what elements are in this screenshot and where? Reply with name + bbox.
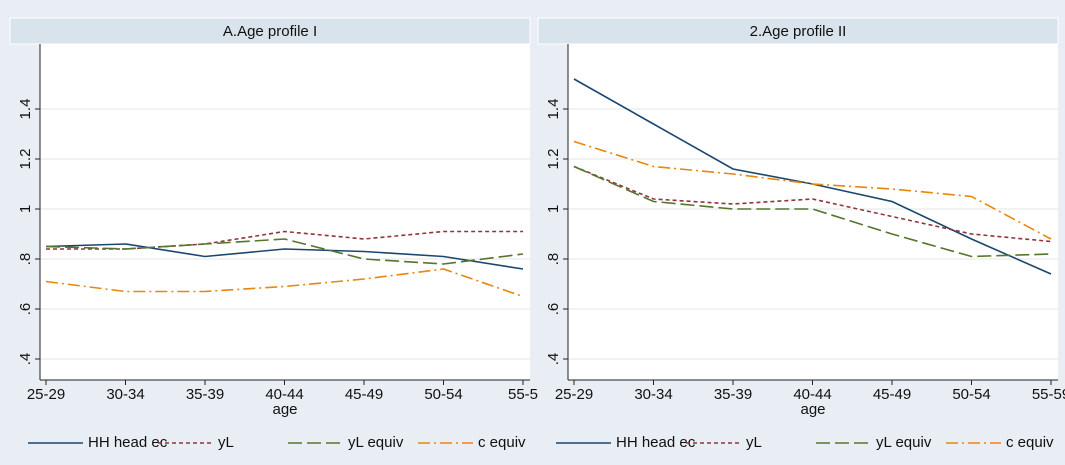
x-tick-label: 50-54 xyxy=(952,386,990,403)
series-line xyxy=(45,238,524,265)
series-line xyxy=(45,268,524,298)
y-tick-label: 1.4 xyxy=(17,99,34,120)
y-tick-label: 1.4 xyxy=(545,99,562,120)
panel-header xyxy=(537,17,1059,45)
x-tick-label: 55-59 xyxy=(1032,386,1065,403)
legend-label: c equiv xyxy=(1006,434,1054,451)
x-tick-label: 35-39 xyxy=(186,386,224,403)
x-axis-label: age xyxy=(272,401,297,418)
panel-title: A.Age profile I xyxy=(223,23,317,40)
x-tick-label: 45-49 xyxy=(345,386,383,403)
panel-header xyxy=(9,17,531,45)
series-line xyxy=(573,165,1052,258)
legend-label: HH head ec xyxy=(88,434,168,451)
x-tick-label: 40-44 xyxy=(265,386,303,403)
series-line xyxy=(45,243,524,270)
y-tick-label: 1 xyxy=(545,205,562,213)
plot-area xyxy=(568,44,1058,380)
plot-area xyxy=(40,44,530,380)
y-tick-label: .8 xyxy=(17,253,34,266)
y-tick-label: .4 xyxy=(17,353,34,366)
y-tick-label: .8 xyxy=(545,253,562,266)
legend-label: yL xyxy=(746,434,762,451)
x-tick-label: 30-34 xyxy=(634,386,672,403)
x-tick-label: 40-44 xyxy=(793,386,831,403)
x-tick-label: 50-54 xyxy=(424,386,462,403)
y-tick-label: .6 xyxy=(17,303,34,316)
legend-label: c equiv xyxy=(478,434,526,451)
x-tick-label: 35-39 xyxy=(714,386,752,403)
series-line xyxy=(573,140,1052,240)
x-tick-label: 55-5 xyxy=(508,386,538,403)
series-line xyxy=(573,165,1052,243)
x-tick-label: 25-29 xyxy=(555,386,593,403)
legend-label: yL equiv xyxy=(348,434,404,451)
x-tick-label: 30-34 xyxy=(106,386,144,403)
panel-title: 2.Age profile II xyxy=(750,23,847,40)
x-tick-label: 45-49 xyxy=(873,386,911,403)
y-tick-label: 1.2 xyxy=(17,149,34,170)
y-tick-label: 1.2 xyxy=(545,149,562,170)
x-axis-label: age xyxy=(800,401,825,418)
legend-label: yL xyxy=(218,434,234,451)
y-tick-label: 1 xyxy=(17,205,34,213)
x-tick-label: 25-29 xyxy=(27,386,65,403)
y-tick-label: .4 xyxy=(545,353,562,366)
legend-label: yL equiv xyxy=(876,434,932,451)
legend-label: HH head ec xyxy=(616,434,696,451)
y-tick-label: .6 xyxy=(545,303,562,316)
